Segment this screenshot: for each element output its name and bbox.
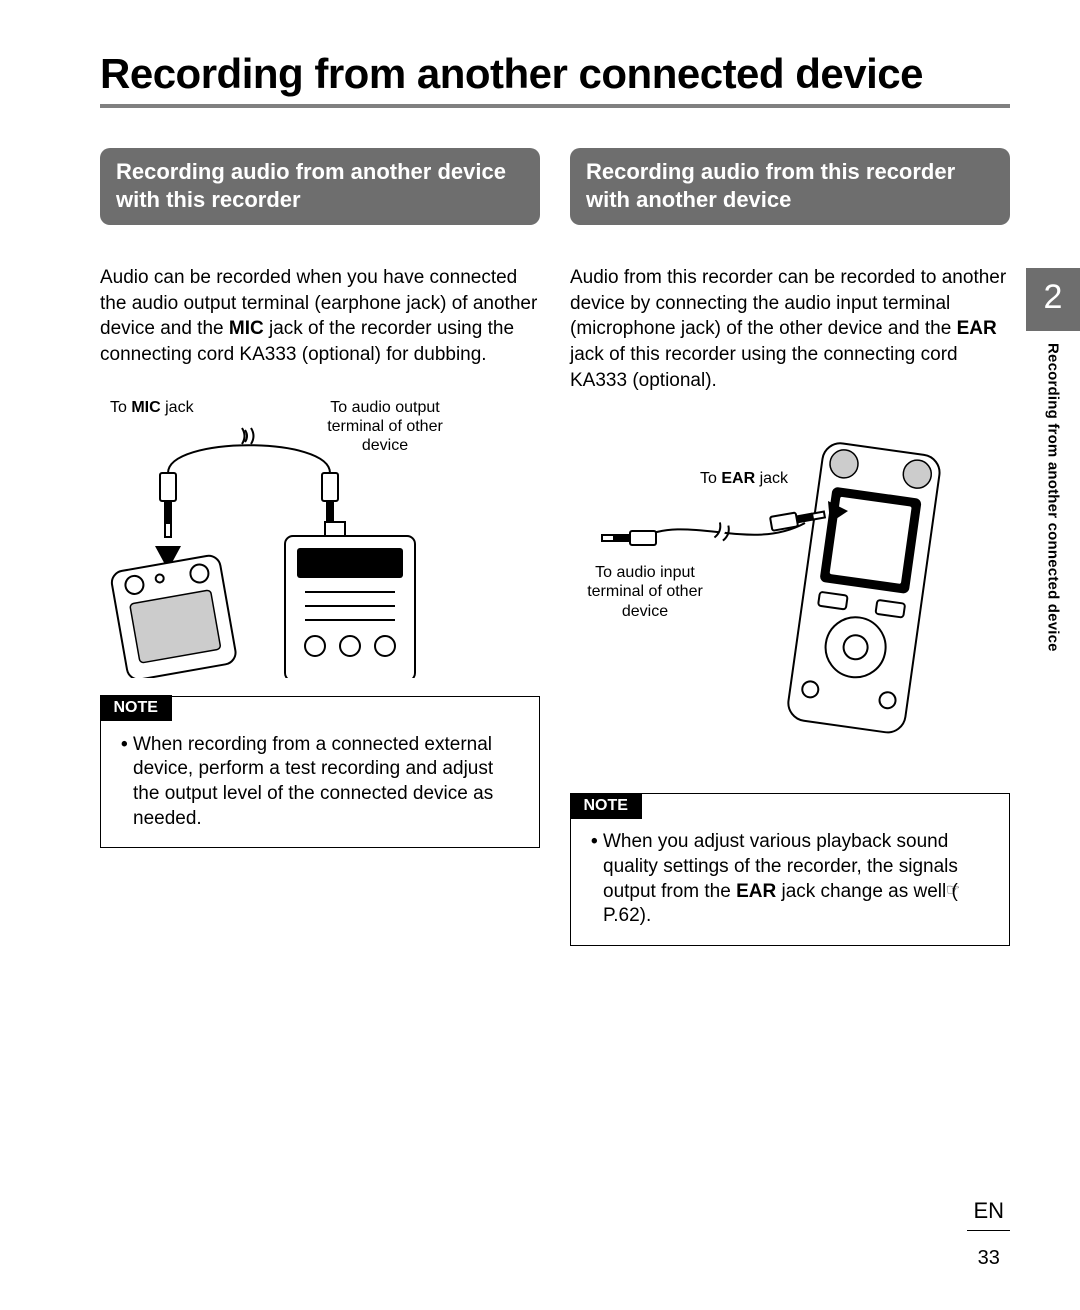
left-body-text: Audio can be recorded when you have conn… [100, 265, 540, 368]
right-body-text: Audio from this recorder can be recorded… [570, 265, 1010, 393]
left-note-box: NOTE • When recording from a connected e… [100, 696, 540, 849]
connection-diagram-right-icon [570, 423, 970, 753]
text-fragment: jack [161, 399, 194, 416]
language-code: EN [967, 1198, 1010, 1231]
page-number: 33 [967, 1247, 1010, 1270]
right-column: Recording audio from this recorder with … [570, 148, 1010, 946]
bullet-icon: • [591, 831, 598, 852]
right-note-box: NOTE • When you adjust various playback … [570, 793, 1010, 946]
manual-page: Recording from another connected device … [0, 0, 1080, 1310]
right-note-text: • When you adjust various playback sound… [589, 794, 991, 929]
side-tab: 2 Recording from another connected devic… [1026, 268, 1080, 652]
right-diagram: To EAR jack To audio input terminal of o… [570, 423, 1010, 763]
text-bold: MIC [131, 399, 160, 416]
connection-diagram-left-icon [100, 418, 480, 678]
text-fragment: jack change as well ( [776, 881, 958, 902]
left-note-text: • When recording from a connected extern… [119, 697, 521, 832]
page-title: Recording from another connected device [100, 50, 1010, 108]
content-columns: Recording audio from another device with… [100, 148, 1010, 946]
right-section-header: Recording audio from this recorder with … [570, 148, 1010, 225]
text-bold: EAR [957, 318, 997, 339]
reference-icon: ☞ [958, 881, 960, 902]
chapter-number: 2 [1026, 268, 1080, 331]
left-diagram: To MIC jack To audio output terminal of … [100, 398, 540, 688]
text-fragment: To [110, 399, 131, 416]
left-section-header: Recording audio from another device with… [100, 148, 540, 225]
note-label: NOTE [570, 793, 642, 819]
text-bold: MIC [229, 318, 264, 339]
text-fragment: When recording from a connected external… [133, 734, 493, 829]
chapter-label: Recording from another connected device [1045, 343, 1062, 652]
note-label: NOTE [100, 695, 172, 721]
text-fragment: jack of this recorder using the connecti… [570, 344, 958, 391]
text-fragment: Audio from this recorder can be recorded… [570, 267, 1006, 339]
bullet-icon: • [121, 734, 128, 755]
text-bold: EAR [736, 881, 776, 902]
left-column: Recording audio from another device with… [100, 148, 540, 946]
text-fragment: P.62). [603, 905, 651, 926]
page-footer: EN 33 [967, 1198, 1010, 1270]
diagram-label-mic-jack: To MIC jack [110, 398, 194, 417]
